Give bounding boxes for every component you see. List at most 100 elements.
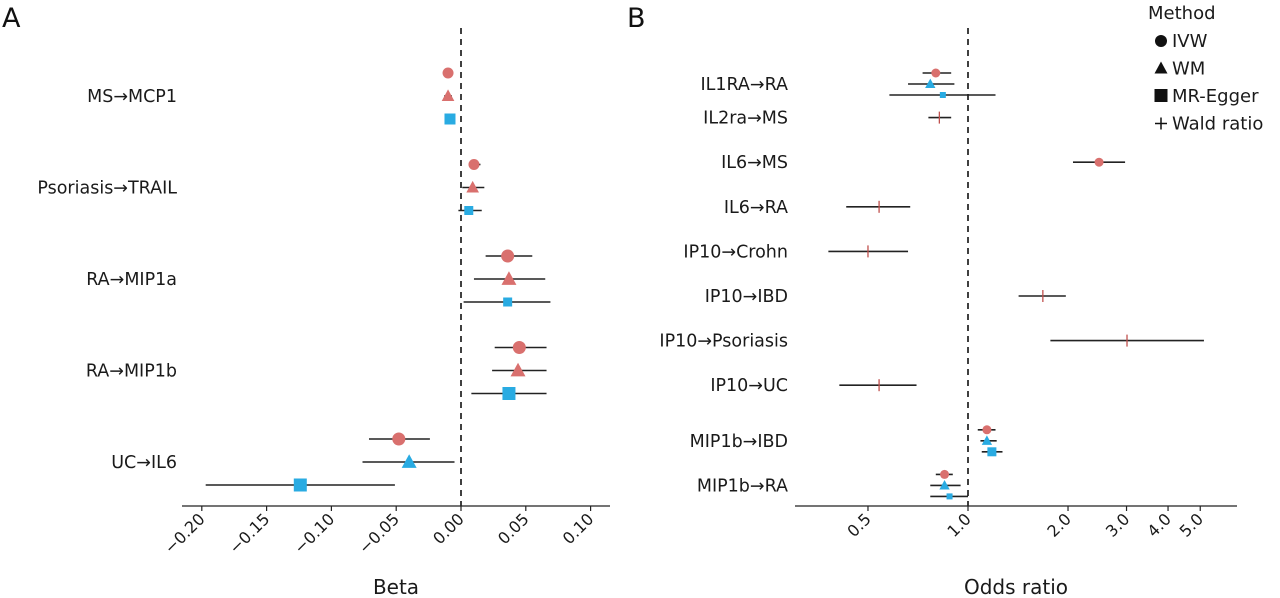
forest-row: UC→IL6: [111, 432, 455, 492]
row-label: RA→MIP1b: [86, 362, 177, 382]
forest-row: IL6→RA: [724, 198, 911, 218]
wm-point-marker: [939, 480, 950, 490]
estimate-point: [980, 435, 997, 445]
row-label: MS→MCP1: [87, 87, 177, 107]
x-tick-label: 1.0: [943, 509, 974, 540]
row-label: UC→IL6: [111, 453, 177, 473]
estimate-point: [1018, 290, 1066, 302]
egger-point-marker: [502, 387, 516, 400]
estimate-point: [908, 78, 955, 89]
row-label: IL1RA→RA: [700, 75, 788, 95]
wm-point-marker: [401, 454, 417, 468]
legend-label: MR-Egger: [1172, 86, 1259, 107]
estimate-point: [981, 447, 1003, 457]
forest-row: IL2ra→MS: [703, 109, 952, 129]
wm-point-marker: [981, 435, 993, 445]
estimate-point: [463, 297, 551, 307]
forest-row: IP10→Crohn: [683, 242, 909, 262]
estimate-point: [889, 92, 996, 98]
row-label: IP10→Crohn: [683, 242, 788, 262]
x-tick-label: 3.0: [1102, 509, 1133, 540]
x-tick-label: 0.00: [429, 509, 468, 548]
x-tick-label: 5.0: [1176, 509, 1207, 540]
egger-point-marker: [946, 493, 953, 500]
x-tick-label: 0.05: [494, 509, 533, 548]
ivw-point-marker: [468, 159, 480, 170]
estimate-point: [442, 67, 454, 79]
estimate-point: [485, 249, 533, 263]
legend-label: WM: [1172, 59, 1205, 80]
legend-label: IVW: [1172, 31, 1208, 52]
estimate-point: [1050, 334, 1204, 347]
row-label: Psoriasis→TRAIL: [37, 179, 177, 199]
forest-row: RA→MIP1a: [86, 249, 551, 307]
row-label: IP10→Psoriasis: [659, 332, 788, 352]
egger-point-marker: [293, 478, 307, 492]
forest-row: MIP1b→RA: [697, 469, 968, 500]
legend-square-icon: [1154, 89, 1168, 102]
row-label: IP10→IBD: [705, 287, 788, 307]
x-tick-label: 2.0: [1043, 509, 1074, 540]
x-tick-label: 4.0: [1143, 509, 1174, 540]
ivw-point-marker: [442, 67, 454, 79]
x-tick-label: −0.20: [161, 509, 209, 557]
legend: Method IVW WM MR-Egger Wald ratio: [1148, 3, 1263, 135]
row-label: IP10→UC: [710, 376, 788, 396]
estimate-point: [1072, 157, 1126, 167]
estimate-point: [471, 387, 547, 400]
forest-row: IP10→IBD: [705, 287, 1066, 307]
estimate-point: [928, 111, 952, 124]
wm-point-marker: [466, 180, 479, 193]
estimate-point: [473, 271, 546, 285]
estimate-point: [458, 206, 482, 215]
estimate-point: [977, 425, 996, 435]
estimate-point: [205, 478, 395, 492]
row-label: IL6→RA: [724, 198, 788, 218]
x-tick-label: 0.10: [559, 509, 598, 548]
row-label: IL2ra→MS: [703, 109, 788, 129]
egger-point-marker: [444, 113, 456, 125]
x-axis-title: Beta: [373, 575, 419, 598]
panel-a-letter: A: [2, 3, 21, 34]
egger-point-marker: [987, 447, 997, 457]
x-tick-label: −0.15: [225, 509, 273, 557]
panel-b-letter: B: [627, 3, 646, 34]
x-axis-title: Odds ratio: [964, 575, 1068, 598]
ivw-point-marker: [982, 425, 992, 435]
wm-point-marker: [510, 362, 526, 377]
ivw-point-marker: [512, 341, 526, 354]
ivw-point-marker: [392, 432, 406, 446]
forest-row: MS→MCP1: [87, 67, 456, 125]
legend-triangle-icon: [1154, 61, 1168, 74]
egger-point-marker: [939, 92, 946, 98]
forest-row: MIP1b→IBD: [690, 425, 1003, 457]
estimate-point: [494, 341, 547, 354]
forest-row: IL6→MS: [721, 153, 1126, 173]
row-label: MIP1b→RA: [697, 476, 788, 496]
legend-circle-icon: [1155, 35, 1167, 47]
egger-point-marker: [503, 297, 513, 307]
row-label: RA→MIP1a: [86, 270, 177, 290]
wm-point-marker: [501, 271, 517, 285]
x-tick-label: −0.05: [355, 509, 403, 557]
estimate-point: [444, 113, 456, 125]
estimate-point: [368, 432, 430, 446]
legend-label: Wald ratio: [1172, 114, 1263, 135]
forest-row: IL1RA→RA: [700, 68, 996, 98]
row-label: IL6→MS: [721, 153, 788, 173]
forest-row: IP10→UC: [710, 376, 917, 396]
legend-title: Method: [1148, 3, 1216, 24]
forest-row: Psoriasis→TRAIL: [37, 159, 485, 215]
estimate-point: [468, 159, 481, 170]
ivw-point-marker: [940, 469, 950, 479]
estimate-point: [930, 480, 961, 490]
estimate-point: [441, 89, 455, 101]
panel-b: B 0.5 1.0 2.0 3.0 4.0 5.0 Odds ratio IL1RA→RA IL…: [627, 3, 1237, 598]
wm-point-marker: [925, 78, 936, 89]
ivw-point-marker: [1094, 157, 1104, 167]
estimate-point: [492, 362, 547, 377]
estimate-point: [846, 200, 911, 213]
ivw-point-marker: [501, 249, 515, 263]
ivw-point-marker: [931, 68, 941, 78]
